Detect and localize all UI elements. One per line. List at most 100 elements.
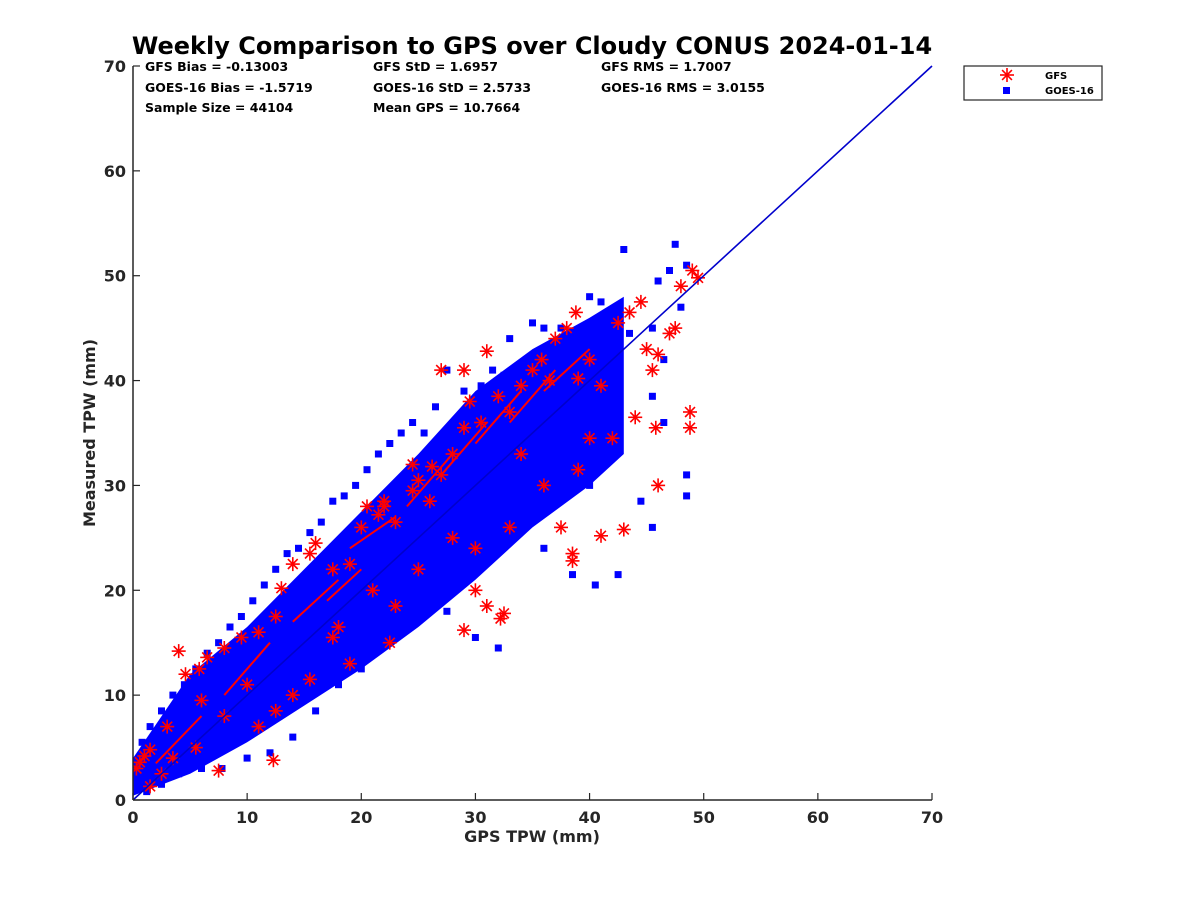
gfs-point [594,528,608,543]
goes16-point [158,707,165,715]
y-tick-label: 10 [104,686,126,705]
gfs-point [582,352,597,367]
goes16-point [272,565,280,573]
goes16-point [397,429,405,437]
goes16-point [523,356,531,364]
x-tick-label: 60 [807,808,829,827]
gfs-point [571,462,586,477]
gfs-point [274,581,289,596]
x-tick-label: 10 [236,808,258,827]
goes16-point [374,450,382,458]
x-tick-label: 30 [464,808,486,827]
goes16-point [409,419,417,426]
goes16-point [215,639,223,647]
gfs-density-streak [326,568,362,602]
gfs-point [445,530,460,545]
goes16-point [175,770,183,778]
gfs-density-streak [223,642,271,696]
gfs-point [582,431,597,446]
gfs-point [194,693,209,708]
goes16-density-cloud [133,296,624,796]
gfs-point [468,541,483,556]
gfs-point [594,378,608,393]
gfs-point [268,609,283,624]
legend-gfs-asterisk-shape [1000,68,1014,82]
gfs-point [143,779,158,794]
goes16-point [329,497,337,505]
goes16-point [138,738,146,746]
gfs-point [683,405,697,419]
stat-sample-size: Sample Size = 44104 [145,100,294,115]
gfs-point [360,499,374,514]
gfs-point [365,583,380,598]
y-tick-label: 60 [104,162,126,181]
gfs-point [266,753,281,768]
goes16-point [414,592,422,599]
gfs-point [422,494,437,509]
gfs-point [645,363,660,378]
gfs-point [525,363,540,378]
goes16-point [352,481,360,489]
goes16-point [146,723,154,731]
legend-goes16-label: GOES-16 [1045,86,1094,97]
y-tick-label: 40 [104,372,126,391]
goes16-point [591,581,599,589]
gfs-density-streak [406,453,454,508]
gfs-point [445,447,460,461]
goes16-point [648,324,656,332]
gfs-point [568,305,583,320]
gfs-point [457,420,471,435]
goes16-point [432,403,439,411]
density-clouds [133,296,624,796]
gfs-point [211,763,226,778]
goes16-point [506,487,514,495]
gfs-point [342,656,357,671]
goes16-point [218,765,226,772]
gfs-point [479,599,494,613]
gfs-point [628,410,643,425]
legend-goes16-square-icon [1003,87,1010,94]
goes16-point [471,634,479,641]
gfs-point [502,520,517,535]
gfs-density-streak [349,516,397,550]
goes16-point [335,681,342,689]
goes16-point [654,277,662,285]
gfs-point [493,611,508,626]
legend-gfs-label: GFS [1045,71,1067,82]
gfs-point [331,620,346,634]
gfs-point [160,719,175,734]
goes16-point [420,429,428,437]
x-tick-label: 70 [921,808,943,827]
y-tick-label: 50 [104,267,126,286]
goes16-point [683,471,691,479]
goes16-point [551,461,559,468]
gfs-point [683,420,697,435]
gfs-point [143,742,158,757]
goes16-point [180,681,188,689]
gfs-density-streak [543,348,591,392]
gfs-point [639,342,654,357]
y-tick-label: 20 [104,581,126,600]
x-axis-label: GPS TPW (mm) [464,827,600,846]
goes16-point [540,324,548,332]
gfs-point [648,420,663,435]
gfs-point [565,553,580,568]
gfs-point [468,583,483,598]
stat-gfs-rms: GFS RMS = 1.7007 [601,59,732,74]
stats-block: GFS Bias = -0.13003 GFS StD = 1.6957 GFS… [145,59,765,115]
goes16-point [683,492,691,500]
gfs-point [651,347,666,362]
goes16-point [666,267,673,274]
gfs-point [411,562,426,577]
stat-gfs-bias: GFS Bias = -0.13003 [145,59,288,74]
gfs-point [571,371,586,386]
goes16-point [260,581,268,589]
goes16-point [266,749,274,757]
gfs-point [251,625,266,640]
gfs-point [434,467,449,482]
goes16-point [683,261,691,269]
legend-gfs-asterisk-icon [1000,68,1014,82]
gfs-point [534,352,549,367]
goes16-point [529,319,536,327]
gfs-point [536,478,551,493]
